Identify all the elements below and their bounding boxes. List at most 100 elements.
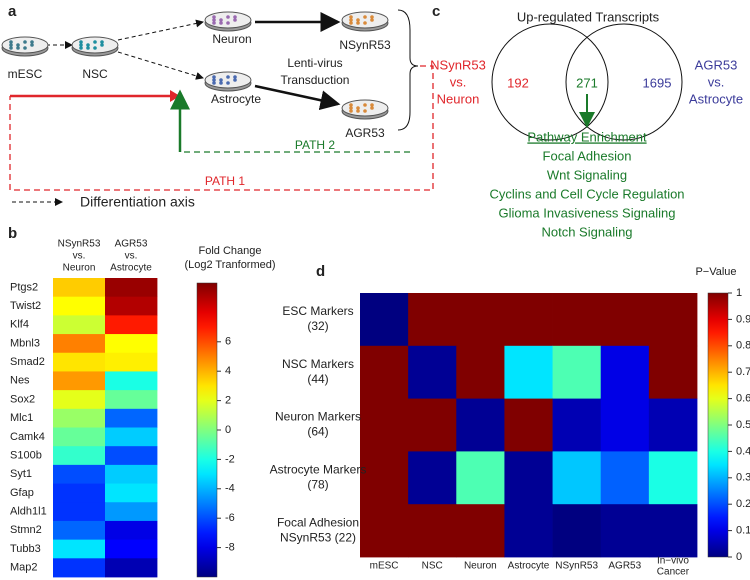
cell — [349, 18, 353, 22]
panel-letter: d — [316, 263, 325, 280]
row-label: NSynR53 (22) — [280, 530, 356, 544]
cell — [356, 106, 360, 110]
colorbar-title: (Log2 Tranformed) — [184, 259, 275, 271]
pathway: Glioma Invasiveness Signaling — [498, 205, 675, 220]
cell — [363, 109, 367, 113]
heatmap-cell — [105, 371, 158, 391]
transduction-label: Transduction — [281, 73, 350, 87]
row-label: NSC Markers — [282, 357, 354, 371]
colorbar-tick-label: 0.6 — [736, 393, 750, 405]
cell — [219, 81, 223, 85]
heatmap-cell — [408, 398, 457, 452]
venn-count: 192 — [507, 75, 529, 90]
heatmap-cell — [360, 398, 409, 452]
row-label: Neuron Markers — [275, 410, 361, 424]
row-label: Klf4 — [10, 319, 29, 331]
heatmap-cell — [600, 293, 650, 347]
column-label: NSC — [422, 561, 443, 572]
heatmap-cell — [53, 296, 106, 316]
cell — [219, 18, 223, 22]
row-label: Gfap — [10, 487, 34, 499]
enrichment-title: Pathway Enrichment — [527, 129, 647, 144]
panel-a-arrows — [9, 9, 434, 206]
cell — [212, 78, 216, 82]
node-label: AGR53 — [345, 126, 385, 140]
heatmap-cell — [53, 427, 106, 447]
colorbar-tick-label: 2 — [225, 395, 231, 407]
heatmap-cell — [600, 451, 650, 505]
heatmap-cell — [53, 483, 106, 503]
colorbar-tick-label: 0.3 — [736, 472, 750, 484]
cell — [349, 109, 353, 113]
colorbar-tick-label: 0 — [225, 424, 231, 436]
petri-dish — [204, 11, 252, 29]
colorbar-tick-label: -6 — [225, 512, 235, 524]
row-label: Twist2 — [10, 300, 41, 312]
cell — [9, 43, 13, 47]
cell — [86, 46, 90, 50]
cell — [212, 75, 216, 79]
heatmap-cell — [360, 293, 409, 347]
pathway: Cyclins and Cell Cycle Regulation — [489, 186, 684, 201]
row-label: Map2 — [10, 562, 38, 574]
heatmap-cell — [360, 504, 409, 558]
column-label: vs. — [125, 251, 138, 262]
column-label: NSynR53 — [555, 561, 598, 572]
pathway: Notch Signaling — [541, 224, 632, 239]
colorbar-tick-label: 0.8 — [736, 340, 750, 352]
column-label: AGR53 — [608, 561, 641, 572]
heatmap-cell — [105, 296, 158, 316]
heatmap-cell — [53, 352, 106, 372]
cell — [219, 21, 223, 25]
heatmap-cell — [53, 520, 106, 541]
cell — [16, 43, 20, 47]
cell — [370, 103, 374, 107]
heatmap-cell — [408, 293, 457, 347]
colorbar-tick-label: -8 — [225, 542, 235, 554]
heatmap-cell — [456, 504, 505, 558]
heatmap-cell — [504, 293, 553, 347]
path-1-label: PATH 1 — [205, 174, 246, 188]
heatmap-cell — [408, 451, 457, 505]
venn-count: 1695 — [643, 75, 672, 90]
cell — [23, 46, 27, 50]
cell — [349, 103, 353, 107]
cell — [226, 75, 230, 79]
panel-letter: c — [432, 3, 440, 20]
heatmap-cell — [53, 446, 106, 466]
cell — [79, 40, 83, 44]
path-2-label: PATH 2 — [295, 138, 336, 152]
cell — [370, 106, 374, 110]
node-label: NSC — [82, 67, 108, 81]
heatmap-cell — [648, 345, 698, 399]
petri-dish — [71, 36, 119, 54]
heatmap-cell — [53, 558, 106, 578]
row-label: Ptgs2 — [10, 281, 38, 293]
node-label: mESC — [8, 67, 43, 81]
venn-set-label: NSynR53 — [430, 57, 486, 72]
transduction-label: Lenti-virus — [287, 56, 342, 70]
node-label: Neuron — [212, 32, 251, 46]
cell — [370, 18, 374, 22]
column-label: NSynR53 — [58, 239, 101, 250]
heatmap-cell — [600, 345, 650, 399]
cell — [356, 109, 360, 113]
column-label: vs. — [73, 251, 86, 262]
row-label: (44) — [307, 372, 328, 386]
heatmap-cell — [53, 278, 106, 298]
cell — [30, 40, 34, 44]
petri-dish — [341, 11, 389, 29]
row-label: Mlc1 — [10, 412, 33, 424]
cell — [356, 21, 360, 25]
cell — [212, 21, 216, 25]
cell — [233, 15, 237, 19]
colorbar-tick-label: 0.9 — [736, 313, 750, 325]
colorbar-tick-label: -2 — [225, 453, 235, 465]
cell — [233, 75, 237, 79]
heatmap-cell — [552, 398, 602, 452]
colorbar-tick-label: 0 — [736, 551, 742, 563]
colorbar-title: Fold Change — [199, 245, 262, 257]
cell — [226, 21, 230, 25]
row-label: Sox2 — [10, 393, 35, 405]
cell — [9, 40, 13, 44]
